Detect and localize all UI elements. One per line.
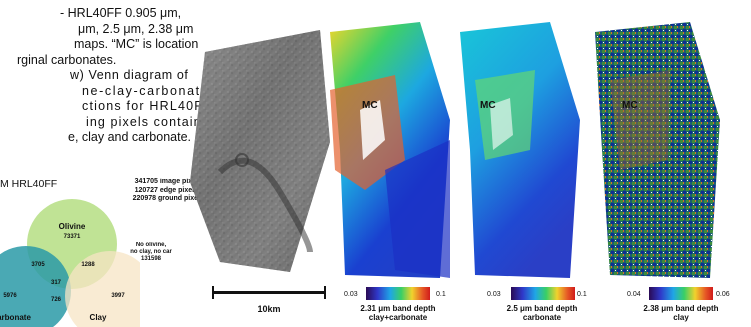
mc-label-map3: MC [480,100,496,111]
colorbar-2-max: 0.1 [577,291,587,298]
carbonate-count: 5976 [3,293,17,299]
all-three-count: 317 [50,280,62,286]
scale-label: 10km [257,304,281,314]
stat-line: 220978 ground pixe [132,195,198,202]
caption-line: w) Venn diagram of [70,68,189,82]
caption-line: e, clay and carbonate. [68,130,191,144]
stat-line: 120727 edge pixels [134,186,198,194]
colorbar-1-title: 2.31 μm band depth clay+carbonate [344,304,452,322]
olivine-label: Olivine [58,222,86,231]
caption-line: ne-clay-carbonate [82,83,210,98]
pixel-stats: 341705 image pixel 120727 edge pixels 22… [98,178,198,204]
outside-venn-note: No olivine, no clay, no car 131598 [100,242,202,263]
olivine-carbonate-count: 3705 [31,262,45,268]
clay-label: Clay [89,313,107,322]
map-238um [595,22,720,278]
colorbar-1-min: 0.03 [344,291,358,298]
colorbar-1-max: 0.1 [436,291,446,298]
caption-line: ctions for HRL40FF [82,99,212,113]
figure-caption: - HRL40FF 0.905 μm, μm, 2.5 μm, 2.38 μm … [0,6,222,146]
stat-line: 341705 image pixel [134,178,198,185]
colorbar-1 [366,287,430,300]
caption-line: - HRL40FF 0.905 μm, [60,6,182,20]
olivine-clay-count: 1288 [81,262,95,268]
carbonate-label: arbonate [0,313,31,322]
clay-count: 3997 [111,293,125,299]
map-25um [460,22,580,278]
colorbar-2-title: 2.5 μm band depth carbonate [488,304,596,322]
colorbar-1-title-line1: 2.31 μm band depth [360,304,436,313]
colorbar-3-title: 2.38 μm band depth clay [627,304,735,322]
caption-line: maps. “MC” is location [74,37,199,51]
olivine-count: 73371 [63,234,81,240]
scale-bar [212,286,326,299]
colorbar-2-title-line1: 2.5 μm band depth [506,304,578,313]
colorbar-3-max: 0.06 [716,291,730,298]
caption-line: ing pixels containing [86,114,222,129]
colorbar-3 [649,287,713,300]
note-line: no clay, no car [130,249,172,255]
venn-title: M HRL40FF [0,178,58,190]
colorbar-3-title-line2: clay [673,313,689,322]
caption-line: rginal carbonates. [17,52,117,67]
venn-diagram [0,199,140,327]
colorbar-1-title-line2: clay+carbonate [368,313,428,322]
colorbar-2-title-line2: carbonate [522,313,562,322]
note-line: 131598 [140,256,162,262]
clay-circle [65,251,140,327]
colorbar-2-min: 0.03 [487,291,501,298]
caption-line: μm, 2.5 μm, 2.38 μm [78,21,194,36]
map-231um [330,22,450,278]
carbonate-circle [0,246,71,327]
mc-label-map4: MC [622,100,638,111]
note-line: No olivine, [135,242,167,248]
grayscale-image [190,30,330,272]
colorbar-3-title-line1: 2.38 μm band depth [643,304,719,313]
clay-carbonate-count: 726 [50,297,62,303]
mc-label-map2: MC [362,100,378,111]
colorbar-3-min: 0.04 [627,291,641,298]
colorbar-2 [511,287,575,300]
